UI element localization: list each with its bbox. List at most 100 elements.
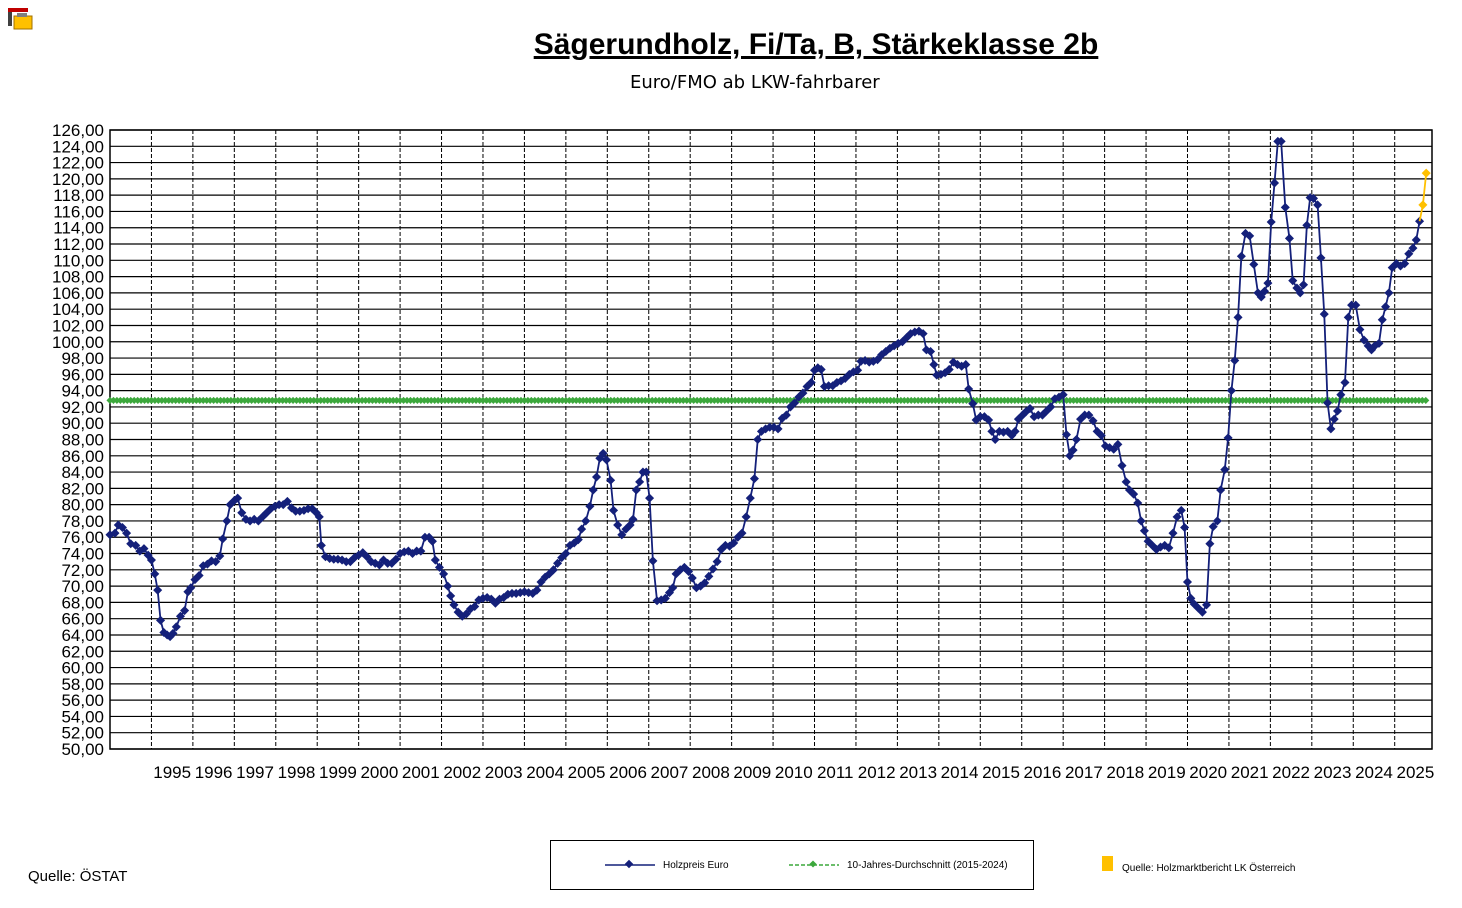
price-point bbox=[704, 571, 714, 581]
forecast-swatch-icon bbox=[1102, 856, 1113, 871]
price-point bbox=[964, 384, 974, 394]
y-tick-label: 120,00 bbox=[52, 170, 104, 189]
app-logo-icon bbox=[8, 8, 33, 30]
price-point bbox=[613, 520, 623, 530]
y-tick-label: 78,00 bbox=[61, 512, 104, 531]
legend-label-price: Holzpreis Euro bbox=[663, 860, 729, 871]
x-tick-label: 2010 bbox=[775, 763, 813, 782]
price-point bbox=[1133, 498, 1143, 508]
price-point bbox=[1355, 325, 1365, 335]
source-note-ostat: Quelle: ÖSTAT bbox=[28, 868, 128, 885]
price-point bbox=[929, 360, 939, 370]
x-tick-label: 2004 bbox=[526, 763, 564, 782]
price-point bbox=[1230, 355, 1240, 366]
price-point bbox=[1319, 309, 1329, 319]
price-point bbox=[1121, 477, 1131, 487]
price-point bbox=[648, 556, 658, 566]
y-tick-label: 90,00 bbox=[61, 414, 104, 433]
x-tick-label: 2008 bbox=[692, 763, 730, 782]
price-point bbox=[314, 512, 324, 522]
price-point bbox=[729, 538, 739, 548]
price-point bbox=[1164, 543, 1174, 553]
price-point bbox=[753, 434, 763, 445]
price-point bbox=[443, 581, 453, 591]
x-tick-label: 2021 bbox=[1231, 763, 1269, 782]
y-tick-label: 50,00 bbox=[61, 740, 104, 759]
price-point bbox=[561, 549, 571, 559]
forecast-point bbox=[1418, 200, 1428, 210]
price-point bbox=[617, 530, 627, 540]
y-tick-label: 82,00 bbox=[61, 479, 104, 498]
price-point bbox=[712, 557, 722, 567]
x-tick-label: 2015 bbox=[982, 763, 1020, 782]
x-tick-label: 2014 bbox=[941, 763, 979, 782]
x-tick-label: 2016 bbox=[1024, 763, 1062, 782]
x-tick-label: 2020 bbox=[1189, 763, 1227, 782]
price-point bbox=[1220, 465, 1230, 475]
y-tick-label: 110,00 bbox=[53, 251, 104, 270]
chart-title: Sägerundholz, Fi/Ta, B, Stärkeklasse 2b bbox=[533, 28, 1099, 61]
price-point bbox=[1377, 315, 1387, 325]
chart-legend: Holzpreis Euro 10-Jahres-Durchschnitt (2… bbox=[550, 840, 1034, 890]
y-tick-label: 100,00 bbox=[52, 333, 104, 352]
price-point bbox=[645, 493, 655, 503]
price-point bbox=[1010, 426, 1020, 436]
y-tick-label: 72,00 bbox=[61, 561, 104, 580]
price-series bbox=[105, 136, 1425, 642]
y-tick-label: 80,00 bbox=[61, 496, 104, 515]
price-point bbox=[139, 544, 149, 554]
price-point bbox=[233, 493, 243, 503]
price-point bbox=[773, 424, 783, 434]
price-point bbox=[668, 583, 678, 593]
price-point bbox=[218, 534, 228, 544]
price-point bbox=[1168, 528, 1178, 538]
y-tick-label: 74,00 bbox=[61, 545, 104, 564]
x-tick-label: 2002 bbox=[443, 763, 481, 782]
x-tick-label: 2007 bbox=[651, 763, 689, 782]
price-point bbox=[581, 516, 591, 526]
price-point bbox=[1316, 253, 1326, 263]
y-tick-label: 96,00 bbox=[61, 365, 104, 384]
y-tick-label: 94,00 bbox=[61, 382, 104, 401]
x-tick-label: 1995 bbox=[153, 763, 191, 782]
price-point bbox=[918, 329, 928, 339]
price-point bbox=[553, 558, 563, 568]
y-tick-label: 114,00 bbox=[53, 219, 104, 238]
y-tick-label: 68,00 bbox=[61, 593, 104, 612]
y-tick-label: 88,00 bbox=[61, 431, 104, 450]
price-point bbox=[1197, 607, 1207, 617]
x-tick-label: 2006 bbox=[609, 763, 647, 782]
y-tick-label: 126,00 bbox=[52, 121, 104, 140]
price-point bbox=[968, 399, 978, 409]
price-point bbox=[153, 585, 163, 595]
price-point bbox=[737, 528, 747, 538]
y-tick-label: 86,00 bbox=[61, 447, 104, 466]
price-point bbox=[926, 347, 936, 357]
price-point bbox=[316, 540, 326, 550]
price-point bbox=[1343, 312, 1353, 322]
price-point bbox=[1381, 302, 1391, 312]
legend-average-swatch-icon bbox=[789, 860, 839, 868]
price-point bbox=[606, 475, 616, 485]
price-point bbox=[1180, 522, 1190, 532]
chart-grid bbox=[109, 129, 1433, 750]
price-point bbox=[117, 522, 127, 532]
price-point bbox=[1269, 178, 1280, 188]
price-point bbox=[1302, 220, 1312, 230]
price-point bbox=[961, 360, 971, 370]
price-point bbox=[1139, 526, 1149, 536]
price-point bbox=[592, 472, 602, 482]
price-point bbox=[700, 578, 710, 588]
price-point bbox=[1236, 251, 1246, 261]
price-point bbox=[1233, 312, 1243, 322]
price-point bbox=[156, 615, 166, 625]
price-point bbox=[1336, 390, 1346, 400]
y-tick-label: 66,00 bbox=[61, 610, 104, 629]
price-point bbox=[1411, 235, 1421, 245]
price-point bbox=[1117, 461, 1127, 471]
x-tick-label: 2003 bbox=[485, 763, 523, 782]
y-tick-label: 52,00 bbox=[61, 724, 104, 743]
price-point bbox=[1326, 424, 1336, 434]
x-tick-label: 1998 bbox=[278, 763, 316, 782]
x-tick-label: 2005 bbox=[568, 763, 606, 782]
